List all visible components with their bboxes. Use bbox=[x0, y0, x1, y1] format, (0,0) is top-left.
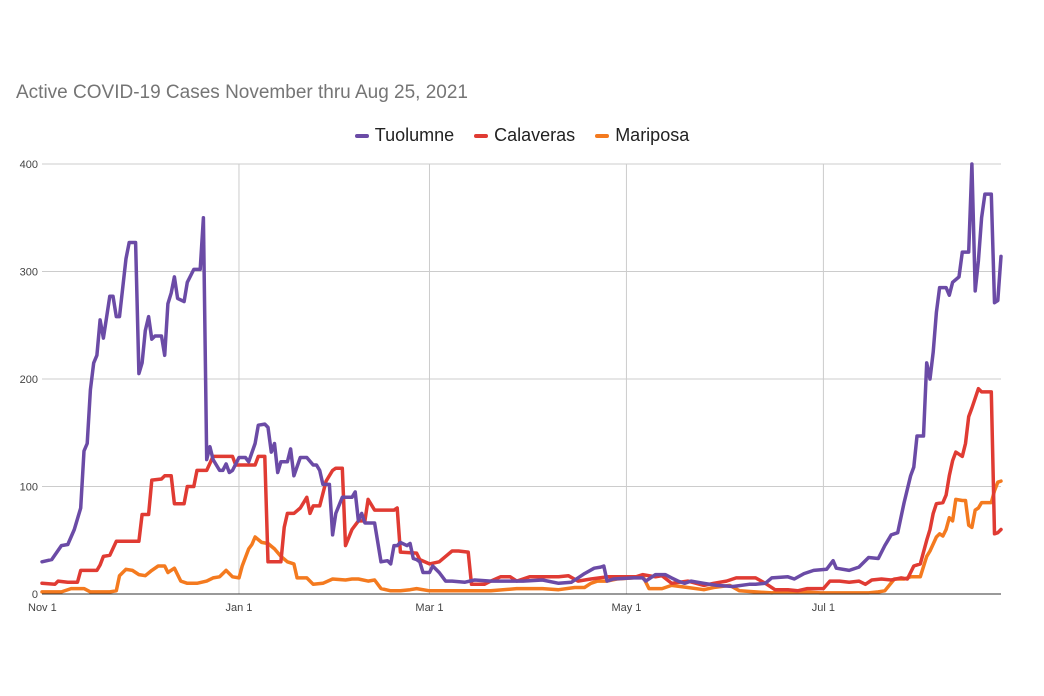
chart-title: Active COVID-19 Cases November thru Aug … bbox=[16, 82, 469, 103]
x-tick-label: Jul 1 bbox=[812, 602, 835, 614]
x-tick-label: Jan 1 bbox=[226, 602, 253, 614]
legend: Tuolumne Calaveras Mariposa bbox=[0, 125, 1044, 146]
series-line-tuolumne bbox=[40, 162, 1003, 589]
y-tick-label: 300 bbox=[20, 267, 38, 279]
y-tick-label: 200 bbox=[20, 374, 38, 386]
y-tick-label: 0 bbox=[32, 589, 38, 601]
legend-swatch-calaveras bbox=[474, 133, 489, 138]
x-tick-label: May 1 bbox=[611, 602, 641, 614]
legend-label-tuolumne: Tuolumne bbox=[374, 125, 455, 145]
legend-item-mariposa[interactable]: Mariposa bbox=[595, 125, 689, 146]
legend-item-tuolumne[interactable]: Tuolumne bbox=[354, 125, 455, 146]
series-line-calaveras bbox=[40, 386, 1003, 593]
x-tick-label: Nov 1 bbox=[28, 602, 57, 614]
gridlines bbox=[42, 163, 1001, 594]
y-tick-label: 400 bbox=[20, 159, 38, 171]
x-tick-label: Mar 1 bbox=[415, 602, 443, 614]
legend-label-mariposa: Mariposa bbox=[615, 125, 690, 145]
series-line-mariposa bbox=[40, 479, 1003, 595]
axis-ticks: 0 100 200 300 400 Nov 1 Jan 1 Mar 1 May 1 Jul 1 bbox=[20, 159, 835, 614]
legend-label-calaveras: Calaveras bbox=[494, 125, 576, 145]
series-lines bbox=[40, 162, 1003, 595]
legend-swatch-mariposa bbox=[595, 133, 610, 138]
y-tick-label: 100 bbox=[20, 482, 38, 494]
legend-swatch-tuolumne bbox=[354, 133, 369, 138]
legend-item-calaveras[interactable]: Calaveras bbox=[474, 125, 575, 146]
